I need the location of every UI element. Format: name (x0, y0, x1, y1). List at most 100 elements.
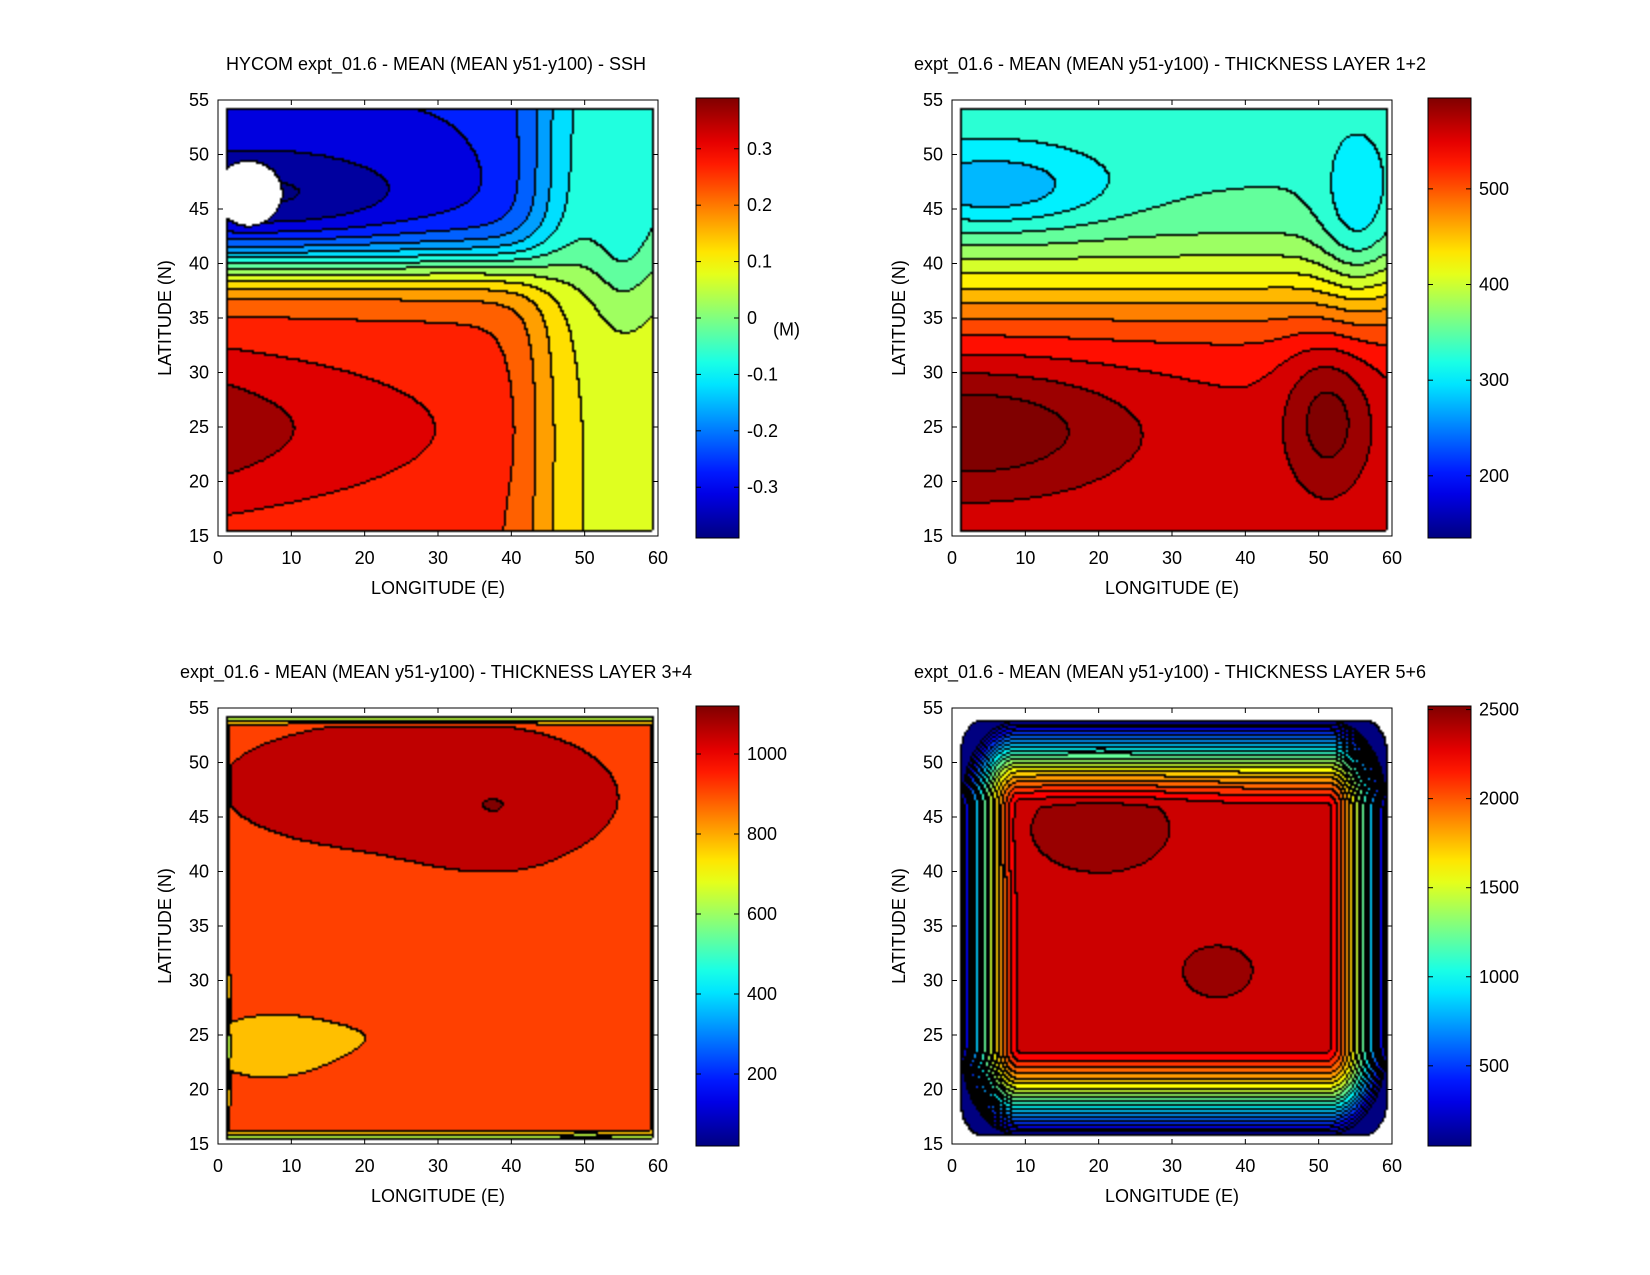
y-tick-label: 50 (189, 753, 209, 773)
y-tick-label: 20 (923, 1080, 943, 1100)
x-tick-label: 10 (1015, 548, 1035, 568)
y-axis-label: LATITUDE (N) (889, 868, 909, 984)
colorbar-tick-label: 500 (1479, 1056, 1509, 1076)
colorbar-tick-label: 400 (747, 984, 777, 1004)
colorbar-tick-label: 0.3 (747, 139, 772, 159)
x-tick-label: 0 (947, 548, 957, 568)
colorbar-tick-label: -0.3 (747, 477, 778, 497)
y-tick-label: 30 (923, 971, 943, 991)
x-tick-label: 60 (1382, 1156, 1402, 1176)
panel-title: expt_01.6 - MEAN (MEAN y51-y100) - THICK… (180, 662, 692, 683)
colorbar-tick-label: 0.1 (747, 252, 772, 272)
x-tick-label: 40 (501, 548, 521, 568)
y-tick-label: 35 (189, 308, 209, 328)
x-tick-label: 60 (1382, 548, 1402, 568)
x-tick-label: 0 (947, 1156, 957, 1176)
x-tick-label: 50 (1309, 1156, 1329, 1176)
y-tick-label: 25 (189, 417, 209, 437)
x-tick-label: 20 (355, 548, 375, 568)
panel-title: expt_01.6 - MEAN (MEAN y51-y100) - THICK… (914, 662, 1426, 683)
y-tick-label: 20 (189, 1080, 209, 1100)
colorbar-tick-label: 1000 (747, 744, 787, 764)
x-axis-label: LONGITUDE (E) (1105, 578, 1239, 598)
colorbar-tick-label: 1500 (1479, 878, 1519, 898)
x-tick-label: 10 (1015, 1156, 1035, 1176)
y-tick-label: 45 (923, 199, 943, 219)
panel-title: HYCOM expt_01.6 - MEAN (MEAN y51-y100) -… (226, 54, 646, 75)
colorbar (1427, 97, 1472, 539)
y-tick-label: 15 (189, 1134, 209, 1154)
colorbar-tick-label: 200 (747, 1064, 777, 1084)
colorbar-tick-label: 400 (1479, 275, 1509, 295)
x-tick-label: 30 (1162, 548, 1182, 568)
x-tick-label: 50 (575, 1156, 595, 1176)
y-tick-label: 35 (923, 308, 943, 328)
y-tick-label: 25 (189, 1025, 209, 1045)
colorbar-unit-label: (M) (773, 320, 800, 340)
x-tick-label: 50 (1309, 548, 1329, 568)
y-tick-label: 45 (189, 199, 209, 219)
colorbar-tick-label: 600 (747, 904, 777, 924)
y-tick-label: 30 (189, 971, 209, 991)
x-tick-label: 50 (575, 548, 595, 568)
y-tick-label: 55 (923, 698, 943, 718)
y-tick-label: 45 (923, 807, 943, 827)
colorbar-tick-label: 300 (1479, 370, 1509, 390)
x-tick-label: 30 (428, 548, 448, 568)
y-tick-label: 45 (189, 807, 209, 827)
y-tick-label: 15 (189, 526, 209, 546)
colorbar (695, 705, 740, 1147)
y-tick-label: 35 (189, 916, 209, 936)
x-tick-label: 30 (1162, 1156, 1182, 1176)
colorbar (695, 97, 740, 539)
colorbar-tick-label: 800 (747, 824, 777, 844)
x-tick-label: 60 (648, 1156, 668, 1176)
y-tick-label: 55 (189, 90, 209, 110)
y-tick-label: 15 (923, 526, 943, 546)
y-axis-label: LATITUDE (N) (155, 868, 175, 984)
y-axis-label: LATITUDE (N) (155, 260, 175, 376)
colorbar-tick-label: -0.2 (747, 421, 778, 441)
y-tick-label: 30 (189, 363, 209, 383)
y-tick-label: 50 (189, 145, 209, 165)
y-tick-label: 40 (923, 254, 943, 274)
contour-field (218, 100, 658, 536)
x-axis-label: LONGITUDE (E) (371, 1186, 505, 1206)
y-tick-label: 25 (923, 417, 943, 437)
y-tick-label: 35 (923, 916, 943, 936)
y-tick-label: 30 (923, 363, 943, 383)
x-tick-label: 60 (648, 548, 668, 568)
panel-2: expt_01.6 - MEAN (MEAN y51-y100) - THICK… (889, 54, 1509, 598)
y-axis-label: LATITUDE (N) (889, 260, 909, 376)
panel-title: expt_01.6 - MEAN (MEAN y51-y100) - THICK… (914, 54, 1426, 75)
y-tick-label: 40 (923, 862, 943, 882)
colorbar-tick-label: 0.2 (747, 195, 772, 215)
panel-1: HYCOM expt_01.6 - MEAN (MEAN y51-y100) -… (155, 54, 800, 598)
y-tick-label: 50 (923, 753, 943, 773)
colorbar-tick-label: -0.1 (747, 364, 778, 384)
x-tick-label: 10 (281, 548, 301, 568)
y-tick-label: 15 (923, 1134, 943, 1154)
panel-4: expt_01.6 - MEAN (MEAN y51-y100) - THICK… (889, 662, 1519, 1206)
contour-field (952, 708, 1392, 1144)
x-axis-label: LONGITUDE (E) (1105, 1186, 1239, 1206)
colorbar-tick-label: 500 (1479, 179, 1509, 199)
x-tick-label: 20 (355, 1156, 375, 1176)
y-tick-label: 55 (189, 698, 209, 718)
y-tick-label: 20 (189, 472, 209, 492)
y-tick-label: 55 (923, 90, 943, 110)
y-tick-label: 20 (923, 472, 943, 492)
colorbar-tick-label: 1000 (1479, 967, 1519, 987)
x-tick-label: 10 (281, 1156, 301, 1176)
y-tick-label: 40 (189, 862, 209, 882)
contour-field (218, 708, 658, 1144)
y-tick-label: 25 (923, 1025, 943, 1045)
colorbar-tick-label: 2000 (1479, 789, 1519, 809)
x-tick-label: 40 (1235, 548, 1255, 568)
x-tick-label: 0 (213, 1156, 223, 1176)
y-tick-label: 50 (923, 145, 943, 165)
x-tick-label: 30 (428, 1156, 448, 1176)
x-tick-label: 40 (1235, 1156, 1255, 1176)
panel-3: expt_01.6 - MEAN (MEAN y51-y100) - THICK… (155, 662, 787, 1206)
